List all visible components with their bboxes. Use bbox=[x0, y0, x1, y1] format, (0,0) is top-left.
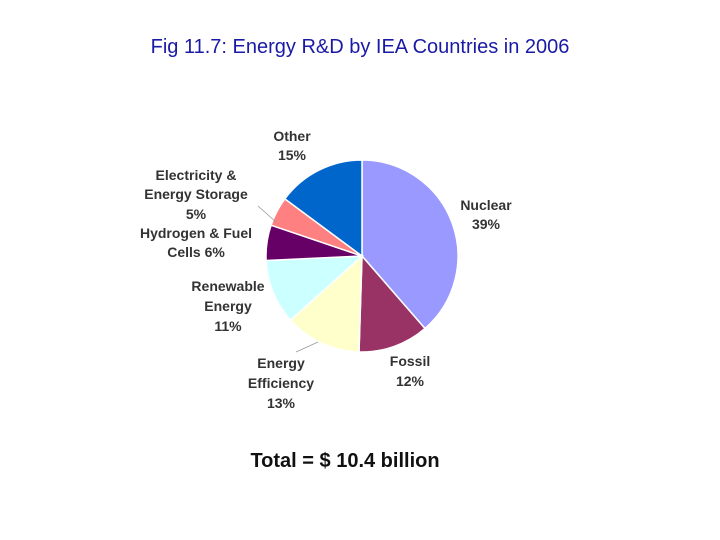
leader-line-efficiency bbox=[295, 341, 319, 353]
pie-slice-nuclear bbox=[361, 159, 459, 330]
label-electricity-name-2: Energy Storage bbox=[144, 186, 248, 202]
label-other-name: Other bbox=[273, 128, 311, 144]
label-hydrogen-value: 6% bbox=[205, 244, 226, 260]
pie-slice-renewable-energy bbox=[265, 255, 365, 322]
pie-slice-other bbox=[283, 159, 363, 258]
label-electricity-name-1: Electricity & bbox=[156, 167, 237, 183]
pie-slices bbox=[265, 159, 459, 353]
label-electricity-value: 5% bbox=[186, 206, 207, 222]
label-fossil-value: 12% bbox=[396, 373, 425, 389]
label-efficiency-value: 13% bbox=[267, 395, 296, 411]
leader-line-electricity bbox=[257, 205, 277, 223]
chart-title: Fig 11.7: Energy R&D by IEA Countries in… bbox=[150, 36, 570, 58]
total-label: Total = $ 10.4 billion bbox=[250, 450, 439, 472]
pie-slice-energy-efficiency bbox=[289, 254, 363, 353]
label-efficiency-name-2: Efficiency bbox=[248, 375, 314, 391]
label-hydrogen-name-1: Hydrogen & Fuel bbox=[140, 225, 252, 241]
label-renewable-name-2: Energy bbox=[204, 298, 252, 314]
label-renewable-name-1: Renewable bbox=[191, 278, 264, 294]
label-efficiency-name-1: Energy bbox=[257, 355, 305, 371]
label-hydrogen-name-2: Cells 6% bbox=[167, 244, 225, 260]
label-renewable-value: 11% bbox=[214, 318, 242, 334]
label-other-value: 15% bbox=[278, 147, 307, 163]
label-fossil-name: Fossil bbox=[390, 353, 430, 369]
pie-slice-fossil bbox=[358, 254, 427, 353]
label-nuclear-value: 39% bbox=[472, 216, 501, 232]
label-nuclear-name: Nuclear bbox=[460, 197, 512, 213]
